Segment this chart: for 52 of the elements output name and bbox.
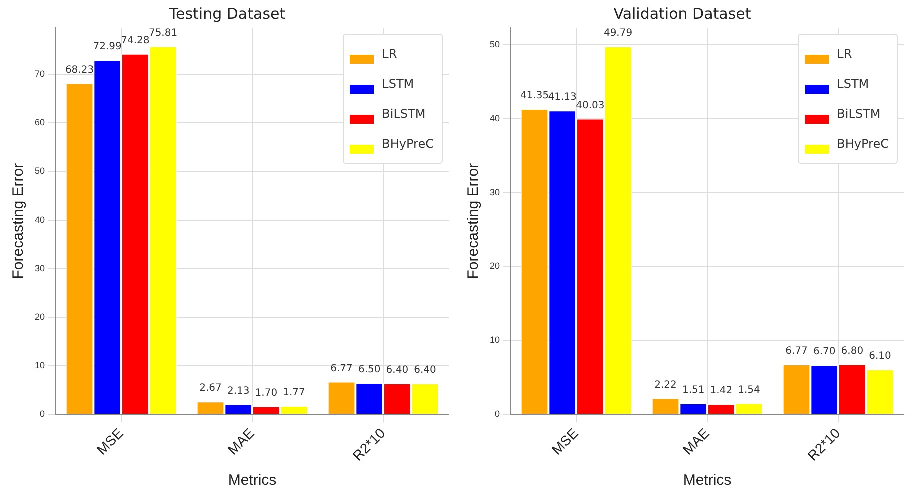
- data-label: 6.80: [841, 346, 864, 357]
- y-axis-title: Forecasting Error: [10, 163, 28, 280]
- data-label: 6.40: [386, 365, 409, 376]
- data-label: 68.23: [65, 64, 94, 76]
- legend-label: BiLSTM: [837, 107, 881, 121]
- data-label: 75.81: [148, 28, 178, 39]
- data-label: 40.03: [576, 100, 605, 112]
- data-label: 6.77: [786, 346, 808, 358]
- y-tick-label: 50: [490, 39, 500, 50]
- legend-label: LSTM: [837, 77, 870, 91]
- y-tick-label: 40: [490, 113, 500, 124]
- y-tick-label: 10: [490, 335, 500, 346]
- legend-label: BHyPreC: [382, 137, 434, 151]
- data-label: 1.77: [283, 388, 306, 399]
- data-label: 6.10: [869, 351, 892, 362]
- chart-title: Validation Dataset: [614, 4, 752, 23]
- data-label: 6.40: [414, 365, 436, 376]
- data-label: 72.99: [93, 42, 122, 53]
- y-tick-label: 30: [490, 187, 500, 198]
- data-label: 74.28: [121, 35, 150, 46]
- data-label: 6.70: [813, 346, 836, 358]
- data-label: 2.13: [227, 386, 250, 397]
- data-label: 2.67: [200, 383, 222, 394]
- data-label: 2.22: [654, 380, 677, 391]
- chart-title: Testing Dataset: [168, 4, 286, 23]
- y-tick-label: 10: [34, 360, 46, 371]
- data-label: 1.42: [710, 386, 733, 397]
- data-label: 49.79: [604, 28, 633, 40]
- y-tick-label: 20: [34, 312, 46, 322]
- legend-label: BHyPreC: [837, 137, 889, 151]
- data-label: 6.77: [330, 363, 353, 374]
- data-label: 1.54: [738, 384, 760, 396]
- y-tick-label: 20: [490, 261, 500, 272]
- y-tick-label: 60: [34, 118, 46, 128]
- legend-label: LR: [837, 47, 852, 61]
- y-tick-label: 30: [34, 263, 46, 274]
- legend-label: LR: [382, 47, 398, 61]
- legend-label: LSTM: [382, 77, 414, 91]
- y-tick-label: 70: [34, 69, 46, 80]
- y-tick-label: 40: [34, 214, 46, 225]
- y-axis-title: Forecasting Error: [465, 163, 482, 280]
- x-axis-title: Metrics: [683, 472, 732, 490]
- legend-label: BiLSTM: [382, 107, 426, 121]
- y-tick-label: 50: [34, 166, 46, 176]
- data-label: 1.70: [255, 388, 278, 399]
- x-axis-title: Metrics: [228, 472, 277, 490]
- data-label: 6.50: [358, 364, 381, 376]
- data-label: 41.13: [548, 92, 577, 104]
- data-label: 1.51: [682, 385, 705, 396]
- y-tick-label: 0: [494, 409, 500, 420]
- y-tick-label: 0: [40, 409, 46, 420]
- data-label: 41.35: [520, 90, 550, 102]
